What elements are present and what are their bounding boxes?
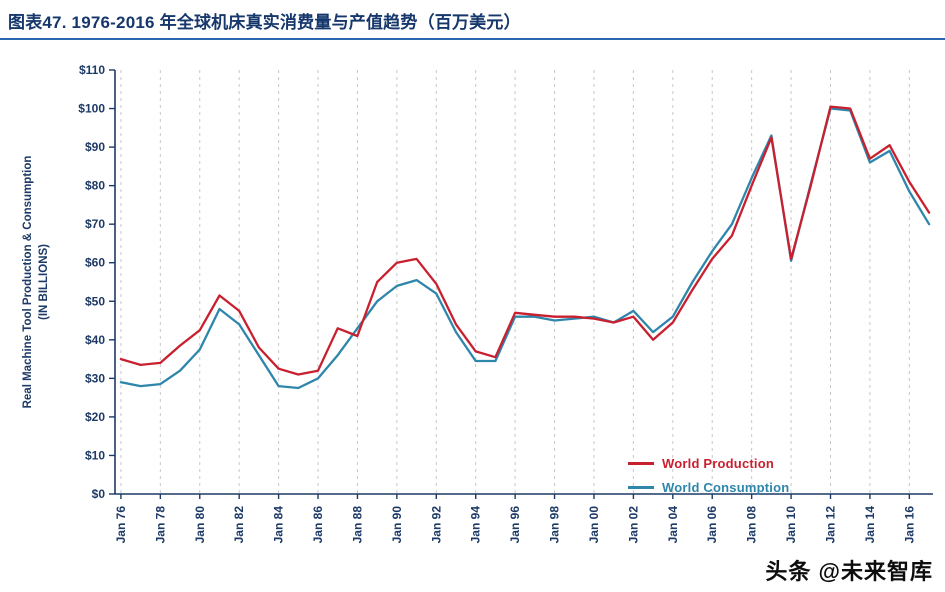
svg-text:$100: $100 bbox=[78, 102, 105, 116]
svg-text:$50: $50 bbox=[85, 294, 105, 308]
svg-text:Jan 98: Jan 98 bbox=[548, 506, 562, 544]
chart: Jan 76 Jan 78 Jan 80 Jan 82 Jan 84 Jan 86 Jan … bbox=[0, 42, 945, 552]
svg-text:Jan 96: Jan 96 bbox=[508, 506, 522, 544]
svg-text:Jan 82: Jan 82 bbox=[232, 506, 246, 544]
page-title: 图表47. 1976-2016 年全球机床真实消费量与产值趋势（百万美元） bbox=[8, 13, 521, 32]
svg-text:Jan 94: Jan 94 bbox=[469, 506, 483, 544]
svg-text:Jan 16: Jan 16 bbox=[902, 506, 916, 544]
svg-text:(IN BILLIONS): (IN BILLIONS) bbox=[38, 244, 50, 320]
svg-text:$0: $0 bbox=[92, 487, 106, 501]
legend-label-world-production: World Production bbox=[662, 456, 775, 471]
svg-text:Jan 88: Jan 88 bbox=[350, 506, 364, 544]
svg-text:$110: $110 bbox=[79, 63, 105, 77]
svg-text:Jan 04: Jan 04 bbox=[666, 506, 680, 544]
production-line-swatch bbox=[628, 462, 654, 465]
consumption-line-swatch bbox=[628, 486, 654, 489]
svg-text:$30: $30 bbox=[85, 371, 105, 385]
svg-text:Jan 90: Jan 90 bbox=[390, 506, 404, 544]
svg-text:Jan 92: Jan 92 bbox=[429, 506, 443, 544]
svg-text:$60: $60 bbox=[85, 256, 105, 270]
svg-text:Jan 76: Jan 76 bbox=[114, 506, 128, 544]
svg-text:$70: $70 bbox=[85, 217, 105, 231]
line-chart-svg: Jan 76 Jan 78 Jan 80 Jan 82 Jan 84 Jan 86 Jan … bbox=[22, 63, 933, 544]
svg-text:$40: $40 bbox=[85, 333, 105, 347]
svg-text:$10: $10 bbox=[85, 448, 105, 462]
svg-text:$80: $80 bbox=[85, 179, 105, 193]
legend-item-world-consumption: World Consumption bbox=[628, 480, 789, 495]
svg-text:Jan 00: Jan 00 bbox=[587, 506, 601, 544]
svg-text:Real Machine Tool Production &: Real Machine Tool Production & Consumpti… bbox=[22, 156, 34, 409]
svg-text:Jan 12: Jan 12 bbox=[824, 506, 838, 544]
svg-text:Jan 08: Jan 08 bbox=[745, 506, 759, 544]
svg-text:$90: $90 bbox=[85, 140, 105, 154]
svg-text:$20: $20 bbox=[85, 410, 105, 424]
chart-legend: World Production World Consumption bbox=[628, 456, 789, 495]
svg-text:Jan 86: Jan 86 bbox=[311, 506, 325, 544]
watermark-text: 头条 @未来智库 bbox=[765, 559, 933, 584]
svg-text:Jan 78: Jan 78 bbox=[153, 506, 167, 544]
svg-text:Jan 80: Jan 80 bbox=[193, 506, 207, 544]
svg-text:Jan 84: Jan 84 bbox=[272, 506, 286, 544]
svg-text:Jan 10: Jan 10 bbox=[784, 506, 798, 544]
svg-text:Jan 02: Jan 02 bbox=[626, 506, 640, 544]
svg-text:Jan 14: Jan 14 bbox=[863, 506, 877, 544]
watermark: 头条 @未来智库 bbox=[765, 554, 933, 586]
title-divider bbox=[0, 38, 945, 40]
svg-text:Jan 06: Jan 06 bbox=[705, 506, 719, 544]
legend-item-world-production: World Production bbox=[628, 456, 789, 471]
legend-label-world-consumption: World Consumption bbox=[662, 480, 790, 495]
